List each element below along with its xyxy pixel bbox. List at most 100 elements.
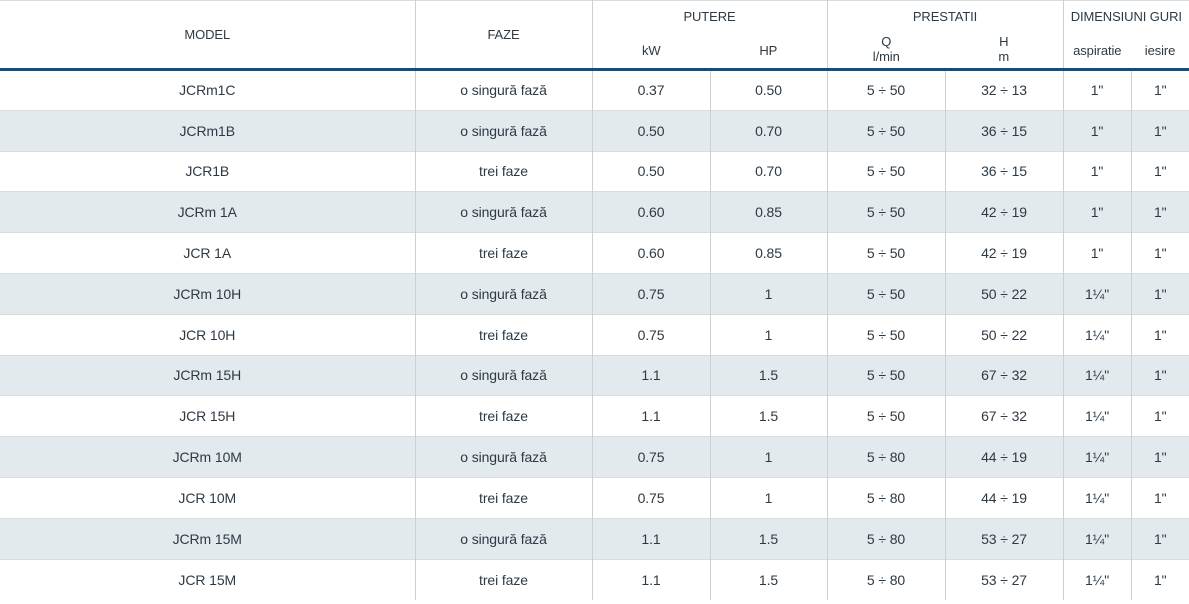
cell-h: 67 ÷ 32 [945,395,1064,437]
table-row: JCR 1A trei faze 0.60 0.85 5 ÷ 50 42 ÷ 1… [0,232,1189,274]
cell-h: 53 ÷ 27 [945,558,1064,600]
cell-aspiratie: 1" [1063,191,1132,233]
table-row: JCR1B trei faze 0.50 0.70 5 ÷ 50 36 ÷ 15… [0,150,1189,192]
cell-model: JCRm 10M [0,436,416,478]
cell-q: 5 ÷ 50 [827,313,946,356]
cell-faze: o singură fază [415,109,593,152]
cell-hp: 1 [710,272,828,315]
cell-faze: o singură fază [415,436,593,478]
h-symbol-label: H [999,34,1009,50]
cell-kw: 0.60 [592,191,711,233]
cell-model: JCRm1C [0,69,416,111]
cell-iesire: 1" [1131,395,1189,437]
cell-hp: 0.85 [710,191,828,233]
cell-aspiratie: 1¼" [1063,313,1132,356]
cell-q: 5 ÷ 50 [827,150,946,192]
table-row: JCRm 1A o singură fază 0.60 0.85 5 ÷ 50 … [0,191,1189,233]
cell-iesire: 1" [1131,109,1189,152]
col-header-faze: FAZE [415,0,593,71]
cell-h: 36 ÷ 15 [945,150,1064,192]
cell-q: 5 ÷ 80 [827,476,946,519]
table-row: JCRm 15H o singură fază 1.1 1.5 5 ÷ 50 6… [0,354,1189,396]
cell-iesire: 1" [1131,436,1189,478]
table-row: JCR 10M trei faze 0.75 1 5 ÷ 80 44 ÷ 19 … [0,476,1189,519]
cell-kw: 1.1 [592,517,711,560]
cell-aspiratie: 1" [1063,69,1132,111]
table-row: JCR 15M trei faze 1.1 1.5 5 ÷ 80 53 ÷ 27… [0,558,1189,600]
cell-kw: 0.50 [592,109,711,152]
cell-faze: o singură fază [415,191,593,233]
cell-h: 44 ÷ 19 [945,436,1064,478]
cell-faze: o singură fază [415,517,593,560]
table-row: JCRm 10M o singură fază 0.75 1 5 ÷ 80 44… [0,436,1189,478]
col-header-aspiratie: aspiratie [1063,32,1132,71]
cell-h: 42 ÷ 19 [945,232,1064,274]
cell-aspiratie: 1" [1063,109,1132,152]
cell-hp: 1 [710,476,828,519]
cell-iesire: 1" [1131,354,1189,396]
cell-aspiratie: 1¼" [1063,558,1132,600]
cell-q: 5 ÷ 80 [827,558,946,600]
table-row: JCR 10H trei faze 0.75 1 5 ÷ 50 50 ÷ 22 … [0,313,1189,356]
cell-hp: 0.70 [710,150,828,192]
cell-kw: 0.50 [592,150,711,192]
cell-hp: 1.5 [710,395,828,437]
cell-faze: o singură fază [415,272,593,315]
cell-hp: 0.50 [710,69,828,111]
cell-model: JCR 15H [0,395,416,437]
cell-faze: trei faze [415,313,593,356]
cell-hp: 1.5 [710,558,828,600]
cell-kw: 0.75 [592,272,711,315]
cell-model: JCRm 1A [0,191,416,233]
cell-hp: 1 [710,313,828,356]
cell-faze: trei faze [415,558,593,600]
table-header: MODEL FAZE PUTERE PRESTATII DIMENSIUNI G… [0,0,1189,71]
cell-hp: 0.85 [710,232,828,274]
cell-kw: 1.1 [592,354,711,396]
cell-hp: 0.70 [710,109,828,152]
col-header-q: Q l/min [827,32,946,71]
cell-kw: 1.1 [592,395,711,437]
cell-h: 53 ÷ 27 [945,517,1064,560]
cell-q: 5 ÷ 50 [827,354,946,396]
cell-kw: 0.37 [592,69,711,111]
cell-q: 5 ÷ 50 [827,109,946,152]
cell-model: JCRm 15H [0,354,416,396]
cell-iesire: 1" [1131,313,1189,356]
cell-model: JCR 15M [0,558,416,600]
table-row: JCRm 10H o singură fază 0.75 1 5 ÷ 50 50… [0,272,1189,315]
cell-aspiratie: 1¼" [1063,395,1132,437]
cell-h: 44 ÷ 19 [945,476,1064,519]
cell-model: JCRm 15M [0,517,416,560]
cell-q: 5 ÷ 80 [827,517,946,560]
cell-kw: 1.1 [592,558,711,600]
cell-kw: 0.75 [592,476,711,519]
cell-hp: 1 [710,436,828,478]
cell-model: JCR1B [0,150,416,192]
cell-h: 50 ÷ 22 [945,272,1064,315]
cell-kw: 0.75 [592,313,711,356]
q-symbol-label: Q [881,34,892,50]
cell-faze: trei faze [415,395,593,437]
cell-h: 50 ÷ 22 [945,313,1064,356]
cell-aspiratie: 1¼" [1063,476,1132,519]
cell-faze: o singură fază [415,69,593,111]
cell-iesire: 1" [1131,232,1189,274]
col-group-dimensiuni-guri: DIMENSIUNI GURI [1063,0,1189,33]
cell-iesire: 1" [1131,191,1189,233]
cell-aspiratie: 1" [1063,232,1132,274]
cell-iesire: 1" [1131,150,1189,192]
cell-hp: 1.5 [710,517,828,560]
cell-iesire: 1" [1131,272,1189,315]
cell-q: 5 ÷ 80 [827,436,946,478]
table-row: JCRm 15M o singură fază 1.1 1.5 5 ÷ 80 5… [0,517,1189,560]
cell-q: 5 ÷ 50 [827,272,946,315]
col-group-putere: PUTERE [592,0,828,33]
cell-q: 5 ÷ 50 [827,232,946,274]
cell-faze: trei faze [415,476,593,519]
col-header-h: H m [945,32,1064,71]
cell-h: 32 ÷ 13 [945,69,1064,111]
table-row: JCR 15H trei faze 1.1 1.5 5 ÷ 50 67 ÷ 32… [0,395,1189,437]
col-group-prestatii: PRESTATII [827,0,1064,33]
